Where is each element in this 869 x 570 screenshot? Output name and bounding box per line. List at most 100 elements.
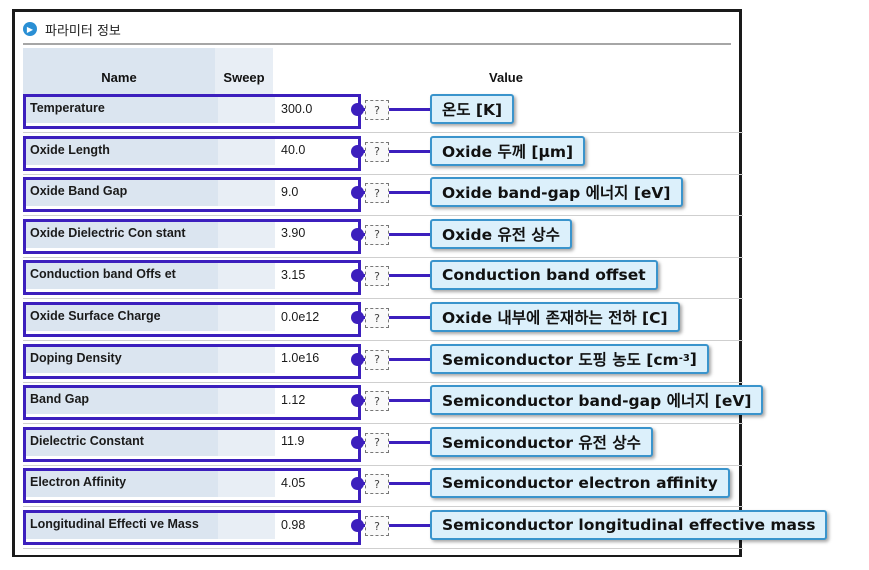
- callout-connector: [357, 440, 453, 444]
- row-divider: [23, 340, 743, 341]
- annotation-callout: Semiconductor electron affinity: [430, 468, 730, 499]
- parameter-value-input[interactable]: 300.0: [281, 101, 313, 116]
- callout-connector: [357, 191, 453, 195]
- row-divider: [23, 173, 743, 175]
- highlight-box: [23, 260, 361, 296]
- parameter-value-input[interactable]: 3.90: [281, 226, 306, 241]
- annotation-callout: 온도 [K]: [430, 94, 515, 124]
- parameter-name: Band Gap: [26, 385, 218, 415]
- parameter-name: Temperature: [26, 94, 218, 123]
- row-divider: [23, 256, 743, 258]
- parameter-value-input[interactable]: 11.9: [281, 434, 305, 449]
- sweep-cell[interactable]: [218, 302, 275, 331]
- table-row: Conduction band Offs et 3.15?: [23, 257, 743, 300]
- help-button[interactable]: ?: [365, 349, 389, 370]
- table-row: Oxide Dielectric Con stant 3.90?: [23, 216, 743, 258]
- header-divider: [23, 43, 731, 45]
- parameter-name: Dielectric Constant: [26, 426, 218, 456]
- row-divider: [23, 215, 743, 217]
- connector-dot: [351, 477, 364, 491]
- parameter-name: Electron Affinity: [26, 468, 218, 498]
- parameter-value-input[interactable]: 0.0e12: [281, 309, 320, 324]
- help-button[interactable]: ?: [365, 391, 389, 412]
- connector-dot: [351, 144, 364, 158]
- table-row: Temperature 300.0?: [23, 91, 743, 133]
- callout-connector: [357, 232, 453, 236]
- highlight-box: [23, 218, 361, 254]
- row-divider: [23, 381, 743, 383]
- highlight-box: [23, 426, 361, 462]
- help-button[interactable]: ?: [365, 432, 389, 453]
- annotation-callout: Oxide 두께 [μm]: [430, 135, 586, 166]
- annotation-callout: Oxide 유전 상수: [430, 218, 572, 249]
- callout-connector: [357, 316, 453, 319]
- row-divider: [23, 464, 743, 466]
- highlight-box: [23, 302, 361, 337]
- connector-dot: [351, 269, 364, 283]
- sweep-cell[interactable]: [218, 385, 275, 415]
- sweep-cell[interactable]: [218, 218, 275, 248]
- sweep-cell[interactable]: [218, 135, 275, 165]
- parameter-value-input[interactable]: 1.12: [281, 392, 306, 407]
- connector-dot: [351, 394, 364, 408]
- table-row: Dielectric Constant 11.9?: [23, 424, 743, 466]
- highlight-box: [23, 343, 361, 379]
- highlight-box: [23, 177, 361, 213]
- parameter-value-input[interactable]: 40.0: [281, 143, 306, 158]
- panel-header: ▶ 파라미터 정보: [23, 16, 743, 42]
- row-divider: [23, 548, 743, 549]
- table-row: Oxide Surface Charge 0.0e12?: [23, 299, 743, 341]
- table-row: Oxide Length 40.0?: [23, 133, 743, 175]
- annotation-callout: Conduction band offset: [430, 260, 658, 291]
- parameter-value-input[interactable]: 0.98: [281, 517, 306, 532]
- annotation-callout: Semiconductor longitudinal effective mas…: [430, 510, 828, 540]
- help-button[interactable]: ?: [365, 224, 389, 245]
- highlight-box: [23, 468, 361, 504]
- help-button[interactable]: ?: [365, 516, 389, 536]
- sweep-cell[interactable]: [218, 260, 275, 290]
- highlight-box: [23, 94, 361, 129]
- connector-dot: [351, 227, 364, 241]
- annotation-callout: Oxide 내부에 존재하는 전하 [C]: [430, 302, 680, 332]
- connector-dot: [351, 435, 364, 449]
- help-button[interactable]: ?: [365, 141, 389, 162]
- annotation-callout: Semiconductor 도핑 농도 [cm -3]: [430, 343, 709, 374]
- table-row: Oxide Band Gap 9.0?: [23, 174, 743, 217]
- connector-dot: [351, 311, 364, 324]
- parameter-value-input[interactable]: 1.0e16: [281, 351, 320, 366]
- column-header-value[interactable]: Value: [489, 69, 523, 85]
- highlight-box: [23, 135, 361, 171]
- sweep-cell[interactable]: [218, 177, 275, 207]
- help-button[interactable]: ?: [365, 474, 389, 495]
- sweep-cell[interactable]: [218, 94, 275, 123]
- help-button[interactable]: ?: [365, 183, 389, 204]
- highlight-box: [23, 510, 361, 545]
- sweep-cell[interactable]: [218, 468, 275, 498]
- annotation-callout: Semiconductor 유전 상수: [430, 426, 653, 457]
- table-row: Electron Affinity 4.05?: [23, 465, 743, 508]
- parameter-name: Conduction band Offs et: [26, 260, 218, 290]
- callout-connector: [357, 149, 453, 153]
- parameter-value-input[interactable]: 3.15: [281, 267, 306, 282]
- annotation-callout: Semiconductor band-gap 에너지 [eV]: [430, 385, 764, 416]
- row-divider: [23, 423, 743, 425]
- callout-connector: [357, 108, 453, 111]
- help-button[interactable]: ?: [365, 100, 389, 120]
- sweep-cell[interactable]: [218, 343, 275, 373]
- connector-dot: [351, 186, 364, 200]
- sweep-cell[interactable]: [218, 426, 275, 456]
- help-button[interactable]: ?: [365, 308, 389, 328]
- table-row: Band Gap 1.12?: [23, 382, 743, 425]
- help-button[interactable]: ?: [365, 266, 389, 287]
- parameter-value-input[interactable]: 4.05: [281, 475, 306, 490]
- callout-connector: [357, 274, 453, 278]
- callout-connector: [357, 399, 453, 403]
- parameter-value-input[interactable]: 9.0: [281, 184, 299, 199]
- connector-dot: [351, 519, 364, 532]
- sweep-cell[interactable]: [218, 510, 275, 539]
- parameter-name: Oxide Band Gap: [26, 177, 218, 207]
- parameter-name: Oxide Surface Charge: [26, 302, 218, 331]
- highlight-box: [23, 385, 361, 421]
- parameter-name: Oxide Dielectric Con stant: [26, 218, 218, 248]
- table-row: Longitudinal Effecti ve Mass 0.98?: [23, 507, 743, 549]
